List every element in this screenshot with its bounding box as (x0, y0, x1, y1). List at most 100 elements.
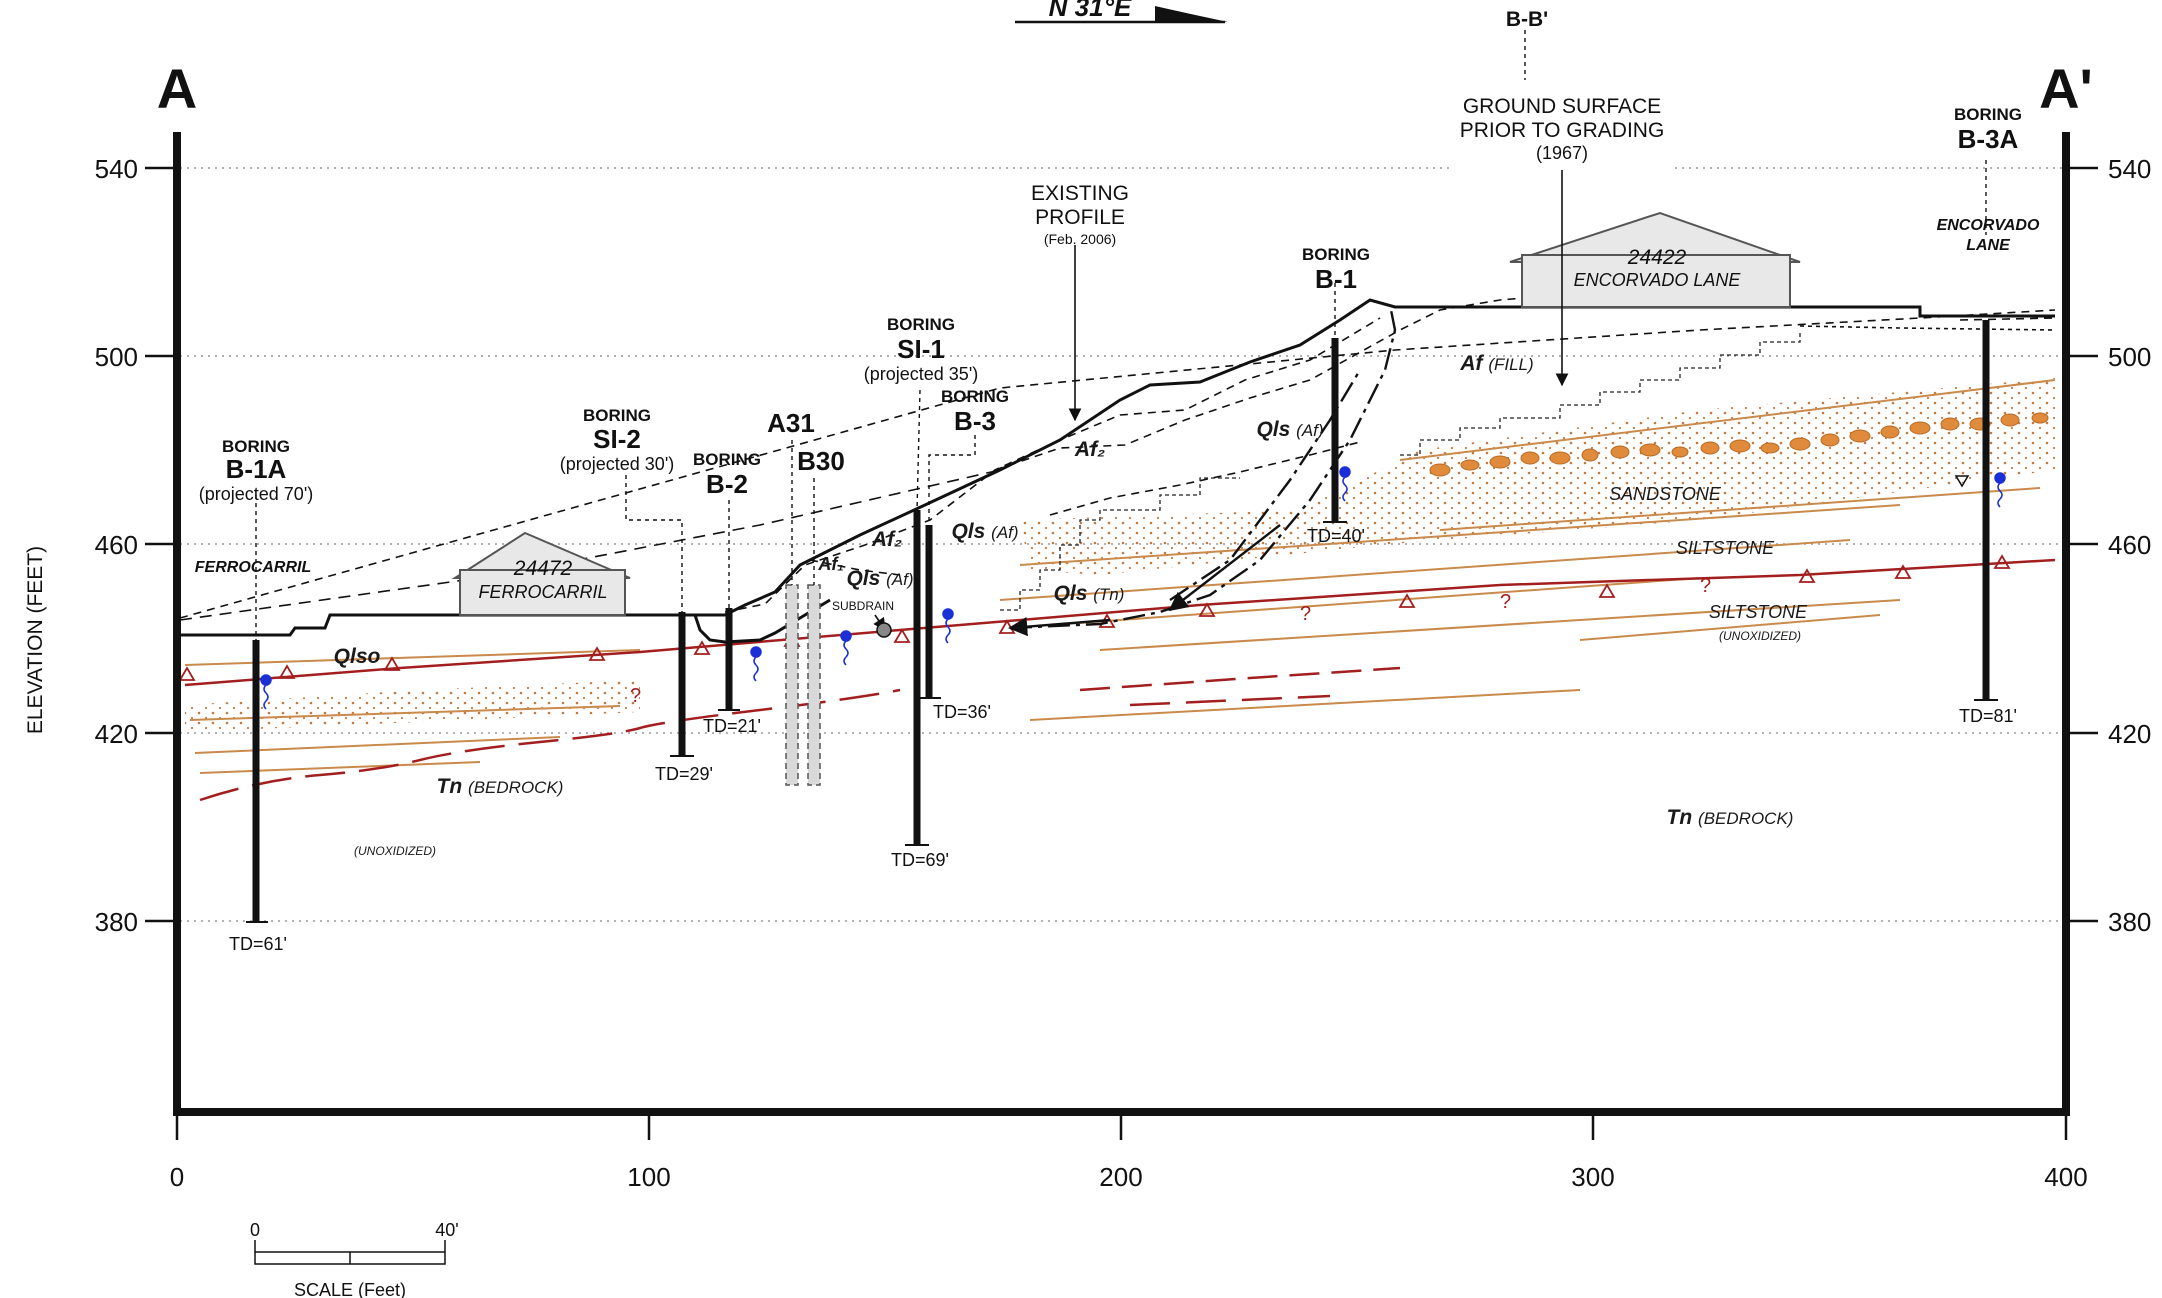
bedrock-patterns (185, 378, 2055, 732)
x-tick-100: 100 (627, 1162, 670, 1192)
y-tick-left-420: 420 (95, 719, 138, 749)
boring-si2-kind: BORING (583, 406, 651, 425)
boring-b1-td: TD=40' (1307, 526, 1365, 546)
section-label-left: A (157, 57, 197, 120)
house-24422-street: ENCORVADO LANE (1574, 270, 1742, 290)
ground-surface-date: (1967) (1536, 143, 1588, 163)
unit-qls-af-mid-desc: (Af) (991, 523, 1018, 542)
y-tick-left-540: 540 (95, 154, 138, 184)
boring-si2-id: SI-2 (593, 424, 641, 454)
y-tick-left-380: 380 (95, 907, 138, 937)
boring-bars (246, 320, 1998, 923)
sandstone-dot-pattern (1020, 378, 2055, 575)
cross-section-ref: B-B' (1506, 8, 1548, 31)
svg-text:?: ? (1500, 591, 1511, 613)
x-tick-400: 400 (2044, 1162, 2087, 1192)
bearing-label: N 31°E (1049, 0, 1132, 22)
unit-siltstone-1: SILTSTONE (1676, 538, 1775, 558)
house-24422 (1509, 211, 1801, 308)
unit-af2-lower: Af₂ (871, 528, 902, 551)
unit-af-fill-desc: (FILL) (1488, 355, 1533, 374)
plot-frame (173, 132, 2070, 1116)
house-24472-number: 24472 (513, 557, 573, 580)
unit-af-fill-symbol: Af (1459, 352, 1484, 375)
y-tick-right-420: 420 (2108, 719, 2151, 749)
boring-b3a-id: B-3A (1958, 124, 2019, 154)
boring-si2-note: (projected 30') (560, 454, 675, 474)
unit-qls-af-upper-symbol: Qls (1256, 418, 1290, 441)
y-tick-left-500: 500 (95, 342, 138, 372)
unit-sandstone: SANDSTONE (1609, 484, 1722, 504)
boring-b3-id: B-3 (954, 406, 996, 436)
test-pit-a31: A31 (767, 408, 815, 438)
boring-leaders (255, 30, 1987, 640)
svg-text:?: ? (630, 685, 641, 707)
elevation-gridlines (180, 167, 2063, 922)
existing-profile-line2: PROFILE (1035, 206, 1125, 229)
street-right-label-1: ENCORVADO (1937, 217, 2040, 234)
unit-tn-right-symbol: Tn (1667, 806, 1693, 829)
unit-tn-left-symbol: Tn (437, 775, 463, 798)
prior-ground-line (179, 469, 1001, 621)
boring-si1-note: (projected 35') (864, 364, 979, 384)
unit-tn-left: Tn (BEDROCK) (437, 775, 564, 798)
qlso-dot-pattern (185, 680, 640, 732)
y-tick-right-540: 540 (2108, 154, 2151, 184)
ground-surface-line2: PRIOR TO GRADING (1460, 119, 1665, 142)
boring-si2-td: TD=29' (655, 764, 713, 784)
unit-af-fill: Af (FILL) (1459, 352, 1533, 375)
unit-qls-af-upper: Qls (Af) (1256, 418, 1323, 441)
existing-profile-line1: EXISTING (1031, 182, 1129, 205)
scale-bar (254, 1240, 446, 1265)
boring-b1a-kind: BORING (222, 437, 290, 456)
unit-qls-tn: Qls (Tn) (1054, 582, 1125, 605)
y-tick-right-500: 500 (2108, 342, 2151, 372)
scale-bar-start: 0 (250, 1220, 260, 1240)
unit-qls-tn-desc: (Tn) (1093, 585, 1124, 604)
boring-si1-id: SI-1 (897, 334, 945, 364)
unit-unoxidized-right: (UNOXIDIZED) (1719, 629, 1801, 643)
oxidation-contacts (184, 558, 2056, 802)
fill-keyway-steps (1000, 330, 1801, 611)
y-tick-right-460: 460 (2108, 530, 2151, 560)
unit-tn-left-desc: (BEDROCK) (468, 778, 563, 797)
tick-marks (145, 166, 2098, 1140)
section-label-right: A' (2039, 57, 2093, 120)
y-tick-right-380: 380 (2108, 907, 2151, 937)
slip-surfaces (1008, 304, 1397, 637)
boring-si1-kind: BORING (887, 315, 955, 334)
boring-b1a-note: (projected 70') (199, 484, 314, 504)
boring-b1a-id: B-1A (226, 454, 287, 484)
unit-tn-right-desc: (BEDROCK) (1698, 809, 1793, 828)
house-24472 (451, 531, 631, 616)
unit-tn-right: Tn (BEDROCK) (1667, 806, 1794, 829)
svg-text:?: ? (1700, 575, 1711, 597)
y-axis-title: ELEVATION (FEET) (24, 546, 47, 734)
boring-b1-kind: BORING (1302, 245, 1370, 264)
unit-qls-tn-symbol: Qls (1054, 582, 1088, 605)
x-tick-200: 200 (1099, 1162, 1142, 1192)
x-tick-0: 0 (170, 1162, 184, 1192)
subdrain-symbol (876, 622, 892, 638)
bedding-lines (184, 379, 2056, 774)
unit-af2: Af₂ (1074, 438, 1105, 461)
boring-b3-td: TD=36' (933, 702, 991, 722)
boring-b2-td: TD=21' (703, 716, 761, 736)
street-left-label: FERROCARRIL (195, 559, 311, 576)
boring-b1a-td: TD=61' (229, 934, 287, 954)
boring-b2-kind: BORING (693, 450, 761, 469)
question-marks: ???? (630, 575, 1711, 707)
scale-bar-caption: SCALE (Feet) (294, 1280, 406, 1298)
subdrain-label: SUBDRAIN (832, 599, 894, 613)
test-pit-b30: B30 (797, 446, 845, 476)
unit-af1: Af₁ (817, 554, 843, 574)
unit-qls-af-low: Qls (Af) (846, 567, 913, 590)
unit-qlso: Qlso (334, 645, 381, 668)
boring-b3a-kind: BORING (1954, 105, 2022, 124)
ground-surface-line1: GROUND SURFACE (1463, 95, 1661, 118)
x-tick-300: 300 (1571, 1162, 1614, 1192)
boring-b3-kind: BORING (941, 387, 1009, 406)
groundwater-markers (260, 466, 2006, 710)
scale-bar-end: 40' (435, 1220, 458, 1240)
